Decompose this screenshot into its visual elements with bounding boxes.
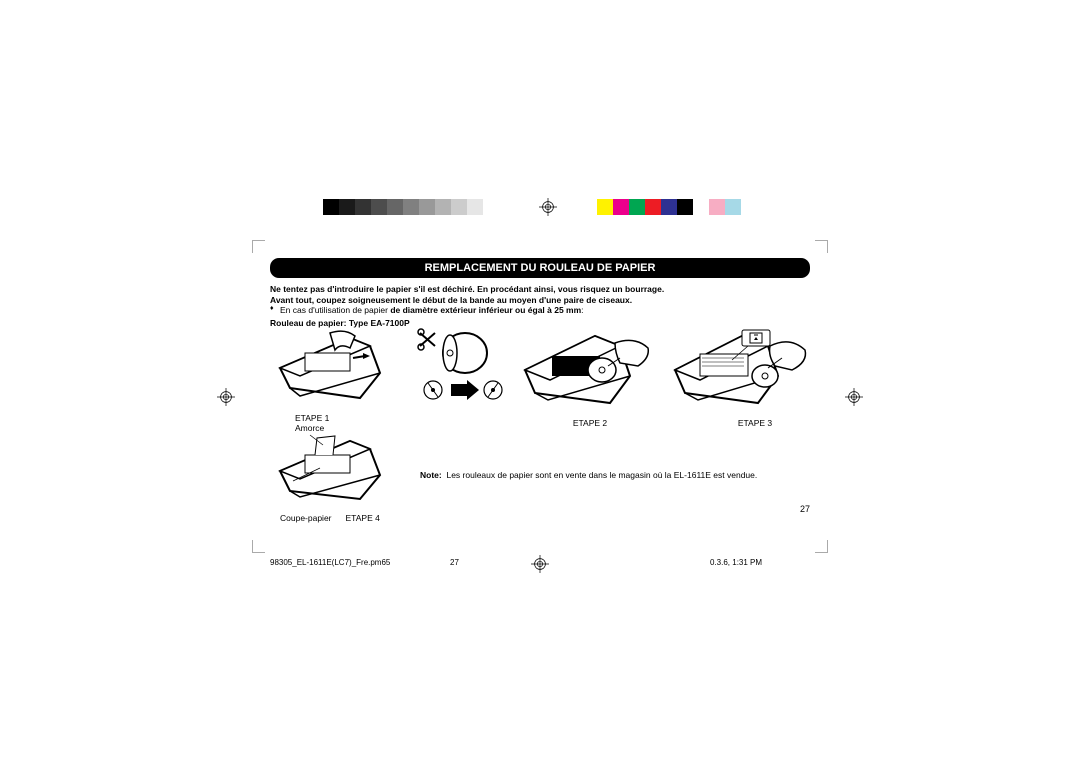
illustration-step-4	[275, 433, 405, 508]
color-swatch	[629, 199, 645, 215]
color-swatch	[693, 199, 709, 215]
caption-step-4: ETAPE 4	[346, 513, 380, 523]
registration-mark-top	[539, 198, 557, 216]
gray-swatch	[355, 199, 371, 215]
color-swatch	[677, 199, 693, 215]
crop-mark	[252, 540, 265, 553]
gray-swatch	[403, 199, 419, 215]
grayscale-bar	[323, 199, 499, 215]
crop-mark	[815, 540, 828, 553]
figures-area: ETAPE 1	[270, 328, 810, 508]
footer-metadata: 98305_EL-1611E(LC7)_Fre.pm65 27 0.3.6, 1…	[270, 558, 810, 567]
illustration-step-3	[670, 328, 810, 413]
gray-swatch	[371, 199, 387, 215]
bullet-prefix: En cas d'utilisation de papier	[280, 305, 390, 315]
gray-swatch	[435, 199, 451, 215]
figure-roll	[415, 328, 515, 413]
caption-amorce: Amorce	[270, 423, 410, 433]
figure-step-4: Amorce Coupe-papier ETAPE 4	[270, 423, 410, 523]
note-label: Note:	[420, 470, 442, 480]
gray-swatch	[339, 199, 355, 215]
illustration-roll	[415, 328, 515, 408]
gray-swatch	[387, 199, 403, 215]
warning-line-2: Avant tout, coupez soigneusement le débu…	[270, 295, 810, 306]
gray-swatch	[483, 199, 499, 215]
bullet-bold: de diamètre extérieur inférieur ou égal …	[390, 305, 581, 315]
figure-step-2: ETAPE 2	[520, 328, 660, 428]
caption-step-2: ETAPE 2	[520, 418, 660, 428]
note-text: Les rouleaux de papier sont en vente dan…	[446, 470, 757, 480]
caption-step-1: ETAPE 1	[270, 413, 410, 423]
warning-line-1: Ne tentez pas d'introduire le papier s'i…	[270, 284, 810, 295]
bullet-suffix: :	[581, 305, 583, 315]
gray-swatch	[323, 199, 339, 215]
footer-filename: 98305_EL-1611E(LC7)_Fre.pm65	[270, 558, 450, 567]
registration-mark-right	[845, 388, 863, 406]
crop-mark	[252, 240, 265, 253]
gray-swatch	[451, 199, 467, 215]
section-title: REMPLACEMENT DU ROULEAU DE PAPIER	[270, 258, 810, 278]
color-swatch	[741, 199, 757, 215]
figure-step-3: ETAPE 3	[670, 328, 810, 428]
paper-type-subhead: Rouleau de papier: Type EA-7100P	[270, 318, 810, 328]
gray-swatch	[419, 199, 435, 215]
figure-step-1: ETAPE 1	[270, 328, 410, 423]
color-swatch	[709, 199, 725, 215]
calibration-bar-row	[0, 198, 1080, 216]
caption-coupe: Coupe-papier	[280, 513, 332, 523]
page-number: 27	[800, 504, 810, 514]
illustration-step-2	[520, 328, 660, 413]
color-swatch	[613, 199, 629, 215]
page-content: REMPLACEMENT DU ROULEAU DE PAPIER Ne ten…	[270, 258, 810, 508]
footer-timestamp: 0.3.6, 1:31 PM	[630, 558, 810, 567]
note-line: Note: Les rouleaux de papier sont en ven…	[420, 470, 800, 480]
color-swatch	[661, 199, 677, 215]
illustration-step-1	[275, 328, 405, 408]
color-swatch	[645, 199, 661, 215]
footer-pagenum: 27	[450, 558, 630, 567]
color-swatch	[725, 199, 741, 215]
color-bar	[597, 199, 757, 215]
gray-swatch	[467, 199, 483, 215]
bullet-line: En cas d'utilisation de papier de diamèt…	[270, 305, 810, 316]
color-swatch	[597, 199, 613, 215]
caption-step-3: ETAPE 3	[670, 418, 810, 428]
crop-mark	[815, 240, 828, 253]
registration-mark-left	[217, 388, 235, 406]
